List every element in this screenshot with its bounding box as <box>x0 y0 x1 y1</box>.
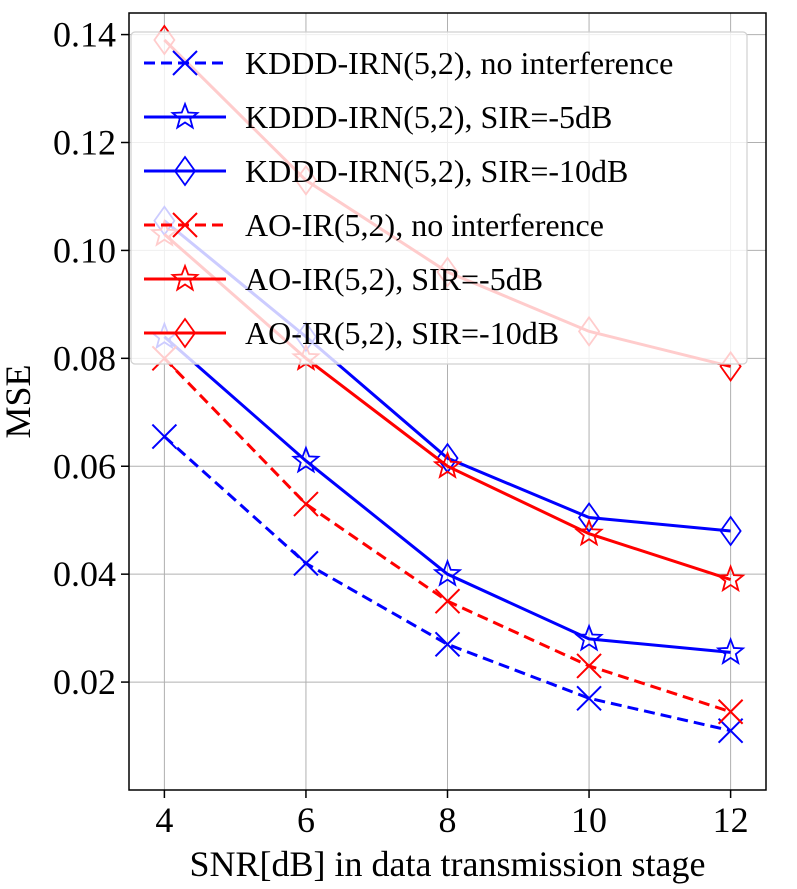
data-point-marker <box>715 564 746 593</box>
series-4 <box>151 345 744 725</box>
data-point-marker <box>151 423 178 450</box>
y-axis-title: MSE <box>0 364 38 438</box>
legend-label: AO-IR(5,2), SIR=-5dB <box>245 261 543 297</box>
legend-marker <box>170 101 200 130</box>
x-tick-label: 4 <box>155 800 173 840</box>
legend-entry: AO-IR(5,2), SIR=-5dB <box>144 261 543 297</box>
legend-label: KDDD-IRN(5,2), no interference <box>245 45 673 81</box>
data-point-marker <box>434 588 461 614</box>
data-point-marker <box>577 501 601 534</box>
x-tick-label: 6 <box>297 800 315 840</box>
data-point-marker <box>291 445 321 474</box>
y-tick-label: 0.02 <box>53 662 116 702</box>
x-tick-label: 8 <box>439 800 457 840</box>
data-point-marker <box>719 515 742 547</box>
data-point-marker <box>717 699 744 725</box>
data-point-marker <box>574 623 604 652</box>
legend-entry: AO-IR(5,2), no interference <box>144 207 604 243</box>
y-tick-label: 0.10 <box>53 230 116 270</box>
legend-entry: KDDD-IRN(5,2), no interference <box>144 45 673 81</box>
legend-label: AO-IR(5,2), SIR=-10dB <box>245 315 559 351</box>
data-point-marker <box>293 491 319 517</box>
data-point-marker <box>434 631 461 658</box>
y-tick-label: 0.14 <box>53 15 116 55</box>
data-point-marker <box>717 717 744 744</box>
legend-entry: AO-IR(5,2), SIR=-10dB <box>144 315 559 351</box>
data-point-marker <box>576 685 602 711</box>
data-point-marker <box>432 450 463 479</box>
legend-marker <box>170 263 200 292</box>
data-point-marker <box>576 653 602 679</box>
data-point-marker <box>715 636 746 665</box>
legend-marker <box>173 317 197 349</box>
legend-label: KDDD-IRN(5,2), SIR=-5dB <box>245 99 612 135</box>
y-tick-label: 0.06 <box>53 446 116 486</box>
series-1 <box>151 423 744 744</box>
x-tick-label: 12 <box>713 800 749 840</box>
y-tick-label: 0.04 <box>53 554 116 594</box>
tick-labels: 4 6 8 10 12 0.02 0.04 0.06 0.08 0.10 0.12 0.14 <box>53 15 749 840</box>
legend-marker <box>173 155 197 187</box>
data-point-marker <box>432 558 463 587</box>
legend-entry: KDDD-IRN(5,2), SIR=-10dB <box>144 153 628 189</box>
y-tick-label: 0.12 <box>53 123 116 163</box>
data-point-marker <box>293 550 319 577</box>
x-axis-title: SNR[dB] in data transmission stage <box>190 844 706 884</box>
legend-box <box>130 31 748 365</box>
x-tick-label: 10 <box>571 800 607 840</box>
legend-marker <box>172 212 198 238</box>
series-line <box>163 435 731 733</box>
data-point-marker <box>574 518 604 547</box>
legend-marker <box>172 50 198 76</box>
legend-label: AO-IR(5,2), no interference <box>245 207 604 243</box>
ticks <box>121 33 732 798</box>
legend-entry: KDDD-IRN(5,2), SIR=-5dB <box>144 99 612 135</box>
legend: KDDD-IRN(5,2), no interference KDDD-IRN(5… <box>130 31 748 365</box>
series-line <box>163 335 731 654</box>
legend-label: KDDD-IRN(5,2), SIR=-10dB <box>245 153 628 189</box>
y-tick-label: 0.08 <box>53 338 116 378</box>
